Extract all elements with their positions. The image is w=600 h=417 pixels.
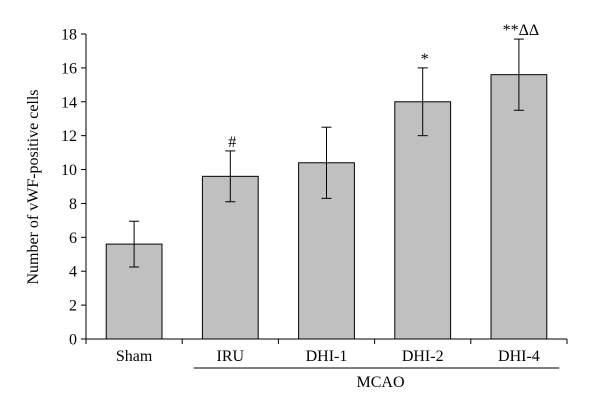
x-tick-label: DHI-2 xyxy=(402,348,444,365)
bar xyxy=(394,101,452,340)
x-tick-label: DHI-4 xyxy=(498,348,540,365)
y-tick-label: 6 xyxy=(69,230,77,247)
y-tick-label: 14 xyxy=(61,94,77,111)
y-tick-label: 18 xyxy=(61,27,77,44)
y-tick-label: 8 xyxy=(69,196,77,213)
y-axis: 0 2 4 6 8 10 12 14 16 18 xyxy=(61,27,87,349)
significance-marker: **ΔΔ xyxy=(503,22,540,39)
bar xyxy=(490,74,548,340)
y-tick-label: 16 xyxy=(61,60,77,77)
y-tick-label: 0 xyxy=(69,332,77,349)
x-axis: Sham IRU DHI-1 DHI-2 DHI-4 MCAO xyxy=(85,338,568,391)
x-tick-label: DHI-1 xyxy=(306,348,348,365)
y-axis-label: Number of vWF-positive cells xyxy=(25,89,42,284)
bar xyxy=(201,175,259,340)
bars: # * **ΔΔ xyxy=(105,22,548,340)
x-tick-label: IRU xyxy=(217,348,245,365)
group-label: MCAO xyxy=(357,374,405,391)
y-tick-label: 12 xyxy=(61,128,77,145)
significance-marker: # xyxy=(228,134,236,151)
x-tick-label: Sham xyxy=(116,348,153,365)
y-tick-label: 4 xyxy=(69,264,77,281)
significance-marker: * xyxy=(421,51,429,68)
y-tick-label: 10 xyxy=(61,162,77,179)
y-tick-label: 2 xyxy=(69,298,77,315)
